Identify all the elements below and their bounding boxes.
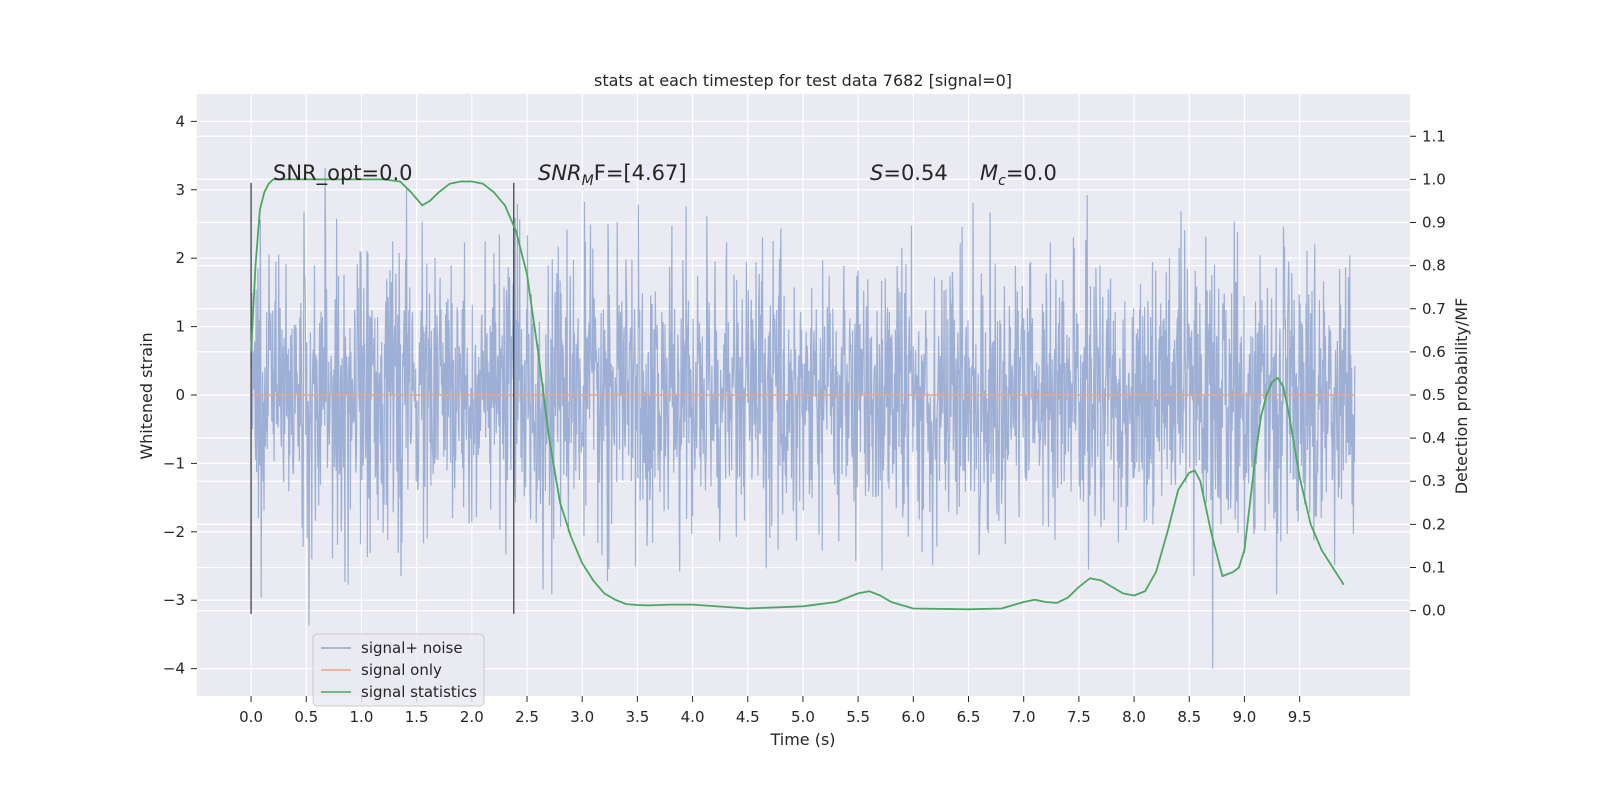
y-tick-label: −3 [163,591,185,609]
x-tick-label: 6.5 [957,708,981,726]
annotation-s-value: =0.54 [883,161,947,185]
y2-tick-label: 0.8 [1422,257,1446,275]
y2-tick-label: 0.5 [1422,386,1446,404]
marker-lines [250,182,515,614]
annotation-snr-mf-symbol: SNR [538,161,582,185]
y2-tick-label: 0.2 [1422,515,1446,533]
y2-tick-label: 0.4 [1422,429,1446,447]
signal-statistics-series [250,178,1345,611]
annotation-s-symbol: S [870,161,883,185]
x-tick-label: 9.0 [1233,708,1257,726]
y2-tick-label: 1.1 [1422,127,1446,145]
y2-tick-label: 0.3 [1422,472,1446,490]
y-tick-label: −1 [163,454,185,472]
x-tick-label: 9.5 [1288,708,1312,726]
signal-noise-series [250,167,1356,669]
legend-label-signal-only: signal only [361,661,442,679]
y2-axis-ticks: 0.0 0.1 0.2 0.3 0.4 0.5 0.6 0.7 0.8 0.9 1.0 1.1 [1410,127,1446,620]
annotation-snr-mf-rest: F=[4.67] [594,161,687,185]
legend: signal+ noise signal only signal statist… [312,633,485,707]
x-tick-label: 4.5 [736,708,760,726]
y2-tick-label: 0.9 [1422,214,1446,232]
x-tick-label: 1.0 [350,708,374,726]
x-tick-label: 2.5 [515,708,539,726]
x-tick-label: 7.5 [1067,708,1091,726]
y2-tick-label: 1.0 [1422,170,1446,188]
y2-tick-label: 0.6 [1422,343,1446,361]
y2-tick-label: 0.1 [1422,558,1446,576]
x-tick-label: 8.5 [1177,708,1201,726]
legend-label-statistics: signal statistics [361,683,477,701]
y-tick-label: 0 [175,386,185,404]
y2-tick-label: 0.0 [1422,602,1446,620]
y-tick-label: 3 [175,181,185,199]
x-tick-label: 3.5 [625,708,649,726]
x-tick-label: 6.0 [901,708,925,726]
y2-axis-title: Detection probability/MF [1452,298,1471,495]
annotation-mc-symbol: M [980,161,998,185]
x-tick-label: 0.5 [294,708,318,726]
x-tick-label: 7.0 [1012,708,1036,726]
x-tick-label: 5.5 [846,708,870,726]
y-axis-ticks: −4 −3 −2 −1 0 1 2 3 4 [163,112,197,678]
annotation-mc-sub: c [998,173,1006,189]
y-tick-label: 2 [175,249,185,267]
signal-statistics-line [250,178,1345,611]
x-tick-label: 4.0 [681,708,705,726]
annotation-snr-mf-sub: M [582,173,594,189]
y-tick-label: −4 [163,660,185,678]
annotation-mc: Mc=0.0 [980,161,1057,189]
annotation-snr-mf: SNRMF=[4.67] [538,161,687,189]
annotation-s: S=0.54 [870,161,948,185]
x-tick-label: 2.0 [460,708,484,726]
y-axis-title: Whitened strain [137,332,156,459]
chart-title: stats at each timestep for test data 768… [594,71,1012,90]
y-tick-label: −2 [163,523,185,541]
y2-tick-label: 0.7 [1422,300,1446,318]
annotation-snr-opt: SNR_opt=0.0 [273,161,413,186]
x-tick-label: 0.0 [239,708,263,726]
x-tick-label: 3.0 [570,708,594,726]
x-tick-label: 5.0 [791,708,815,726]
y-tick-label: 4 [175,112,185,130]
legend-label-noise: signal+ noise [361,639,463,657]
legend-box [312,633,485,707]
annotation-mc-value: =0.0 [1006,161,1057,185]
x-tick-label: 1.5 [405,708,429,726]
x-tick-label: 8.0 [1122,708,1146,726]
signal-noise-line [250,167,1356,669]
x-axis-ticks: 0.0 0.5 1.0 1.5 2.0 2.5 3.0 3.5 4.0 4.5 5.0 5.5 6.0 6… [239,696,1312,726]
y-tick-label: 1 [175,318,185,336]
x-axis-title: Time (s) [769,730,835,749]
